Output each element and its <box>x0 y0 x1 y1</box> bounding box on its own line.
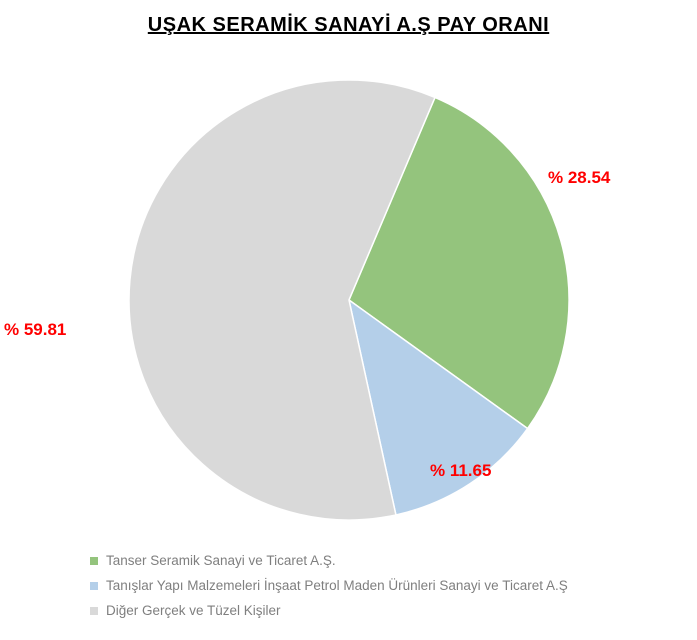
legend-swatch-2 <box>90 607 98 615</box>
legend-item-0: Tanser Seramik Sanayi ve Ticaret A.Ş. <box>90 553 568 568</box>
pie-chart <box>129 80 569 520</box>
legend-swatch-0 <box>90 557 98 565</box>
legend: Tanser Seramik Sanayi ve Ticaret A.Ş. Ta… <box>90 553 568 618</box>
pie-svg <box>129 80 569 520</box>
chart-title: UŞAK SERAMİK SANAYİ A.Ş PAY ORANI <box>0 14 697 37</box>
slice-label-1: % 11.65 <box>430 461 491 481</box>
legend-label-0: Tanser Seramik Sanayi ve Ticaret A.Ş. <box>106 553 336 568</box>
legend-item-1: Tanışlar Yapı Malzemeleri İnşaat Petrol … <box>90 578 568 593</box>
chart-container: UŞAK SERAMİK SANAYİ A.Ş PAY ORANI % 28.5… <box>0 0 697 640</box>
slice-label-2: % 59.81 <box>4 320 66 340</box>
legend-label-1: Tanışlar Yapı Malzemeleri İnşaat Petrol … <box>106 578 568 593</box>
legend-label-2: Diğer Gerçek ve Tüzel Kişiler <box>106 603 281 618</box>
legend-item-2: Diğer Gerçek ve Tüzel Kişiler <box>90 603 568 618</box>
legend-swatch-1 <box>90 582 98 590</box>
slice-label-0: % 28.54 <box>548 168 610 188</box>
